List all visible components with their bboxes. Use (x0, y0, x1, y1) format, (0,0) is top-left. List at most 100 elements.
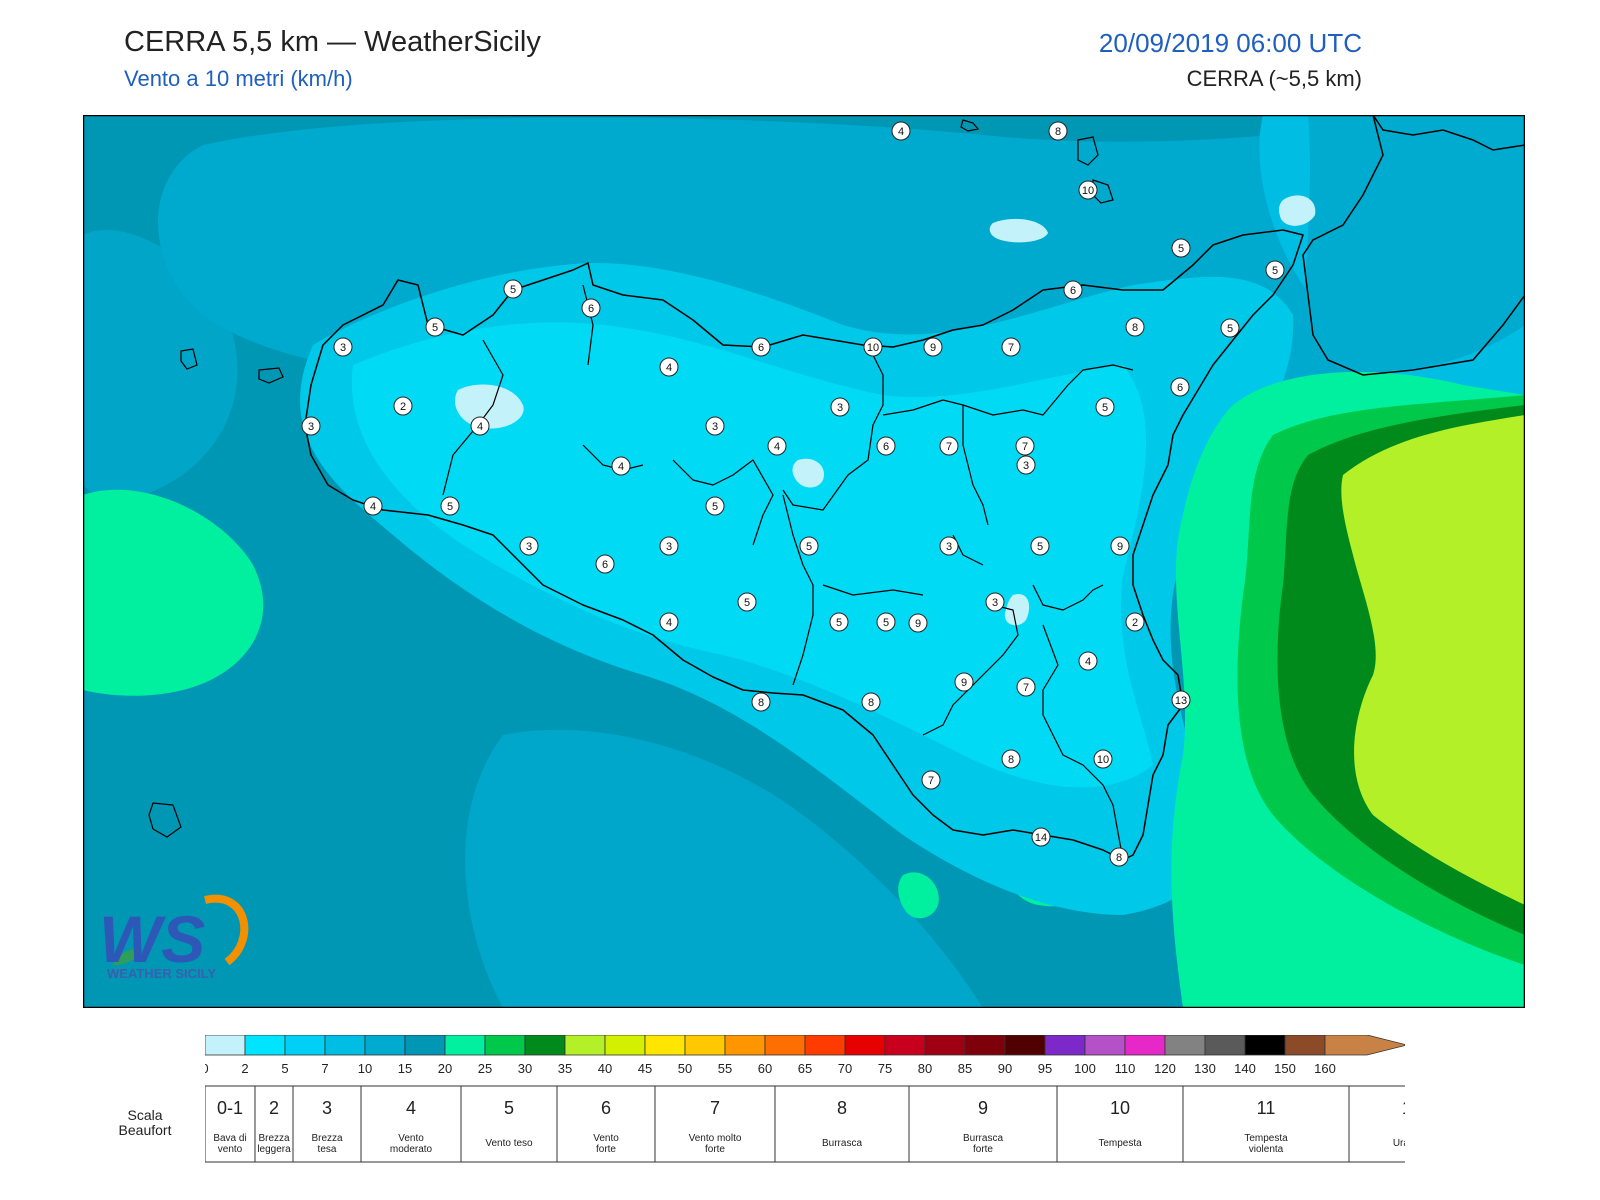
beaufort-number: 11 (1257, 1098, 1276, 1118)
weather-sicily-logo: WS WEATHER SICILY (99, 894, 249, 981)
station-marker: 4 (659, 612, 679, 632)
station-value: 9 (961, 677, 967, 689)
station-marker: 3 (659, 536, 679, 556)
colorbar-bin (964, 1034, 1006, 1056)
colorbar-tick-label: 60 (758, 1061, 772, 1076)
colorbar-tick-label: 35 (558, 1061, 572, 1076)
station-marker: 5 (737, 592, 757, 612)
colorbar-tick-label: 80 (918, 1061, 932, 1076)
station-marker: 5 (799, 536, 819, 556)
station-marker: 3 (519, 536, 539, 556)
station-marker: 9 (1110, 536, 1130, 556)
station-marker: 5 (1030, 536, 1050, 556)
colorbar-bin (324, 1034, 366, 1056)
station-marker: 6 (581, 298, 601, 318)
station-value: 4 (618, 461, 624, 473)
colorbar-tick-label: 2 (241, 1061, 248, 1076)
station-marker: 7 (921, 770, 941, 790)
colorbar-bin (484, 1034, 526, 1056)
station-marker: 6 (1170, 377, 1190, 397)
station-value: 13 (1175, 695, 1187, 707)
beaufort-number: 7 (710, 1098, 720, 1118)
beaufort-description: Bava di (213, 1133, 246, 1144)
colorbar-tick-label: 140 (1234, 1061, 1256, 1076)
station-value: 3 (946, 541, 952, 553)
station-value: 5 (510, 284, 516, 296)
colorbar-tick-label: 0 (205, 1061, 209, 1076)
colorbar-tick-label: 15 (398, 1061, 412, 1076)
colorbar-bin (404, 1034, 446, 1056)
station-value: 5 (1272, 265, 1278, 277)
colorbar-bin (924, 1034, 966, 1056)
colorbar-tick-label: 10 (358, 1061, 372, 1076)
colorbar-bin (764, 1034, 806, 1056)
station-value: 5 (806, 541, 812, 553)
station-marker: 13 (1171, 690, 1191, 710)
station-value: 6 (1177, 382, 1183, 394)
colorbar-bin (724, 1034, 766, 1056)
colorbar-tick-label: 7 (321, 1061, 328, 1076)
beaufort-description: Vento (593, 1133, 619, 1144)
station-value: 10 (867, 342, 879, 354)
calm-patch-southeast (1004, 594, 1030, 626)
colorbar-bin (444, 1034, 486, 1056)
station-marker: 9 (954, 672, 974, 692)
colorbar-bin (804, 1034, 846, 1056)
station-marker: 5 (440, 496, 460, 516)
station-marker: 2 (393, 396, 413, 416)
colorbar-bin (844, 1034, 886, 1056)
station-marker: 6 (595, 554, 615, 574)
beaufort-number: 3 (322, 1098, 332, 1118)
station-value: 8 (868, 697, 874, 709)
station-marker: 4 (363, 496, 383, 516)
wind-area-east-gale (1341, 415, 1525, 905)
logo-leaf-icon (113, 949, 141, 966)
beaufort-class: 8 Burrasca (774, 1085, 910, 1163)
beaufort-description: forte (973, 1144, 993, 1155)
station-value: 8 (758, 697, 764, 709)
colorbar-bin (524, 1034, 566, 1056)
station-marker: 8 (1109, 847, 1129, 867)
station-marker: 5 (829, 612, 849, 632)
station-value: 8 (1116, 852, 1122, 864)
island-alicudi (180, 348, 198, 370)
beaufort-description: Burrasca (963, 1133, 1003, 1144)
beaufort-number: 6 (601, 1098, 611, 1118)
map-subtitle: Vento a 10 metri (km/h) (124, 66, 353, 91)
station-marker: 3 (301, 416, 321, 436)
beaufort-description: Tempesta (1098, 1138, 1142, 1149)
beaufort-description: Uragano (1393, 1138, 1405, 1149)
colorbar-tick-label: 20 (438, 1061, 452, 1076)
station-value: 2 (400, 401, 406, 413)
wind-map: 4 8 10 5 5 5 6 5 3 6 10 9 7 6 8 5 4 3 5 6 2 4 3 3 4 6 7 7 3 4 4 5 5 3 3 5 3 5… (83, 115, 1525, 1008)
wind-speed-colorbar: 0257101520253035404550556065707580859095… (201, 1034, 1516, 1170)
station-marker: 8 (1048, 121, 1068, 141)
colorbar-bin (1124, 1034, 1166, 1056)
station-value: 5 (1102, 402, 1108, 414)
beaufort-description: Burrasca (822, 1138, 862, 1149)
beaufort-description: leggera (257, 1144, 291, 1155)
colorbar-tick-label: 55 (718, 1061, 732, 1076)
station-marker: 5 (876, 612, 896, 632)
station-marker: 9 (908, 613, 928, 633)
station-value: 5 (1178, 243, 1184, 255)
station-marker: 4 (1078, 651, 1098, 671)
station-marker: 5 (425, 317, 445, 337)
station-value: 3 (340, 342, 346, 354)
station-value: 4 (774, 441, 780, 453)
colorbar-bin (1044, 1034, 1086, 1056)
island-ustica (960, 119, 980, 132)
beaufort-number: 10 (1110, 1098, 1130, 1118)
colorbar-bin (564, 1034, 606, 1056)
station-value: 6 (602, 559, 608, 571)
calm-patch-trapani (454, 384, 524, 429)
beaufort-number: 12 (1402, 1098, 1405, 1118)
station-value: 7 (946, 441, 952, 453)
island-salina (1077, 136, 1099, 166)
calm-patch-north (989, 218, 1048, 243)
station-value: 6 (588, 303, 594, 315)
station-marker: 7 (939, 436, 959, 456)
station-value: 3 (992, 597, 998, 609)
beaufort-class: 12 Uragano (1348, 1085, 1516, 1163)
